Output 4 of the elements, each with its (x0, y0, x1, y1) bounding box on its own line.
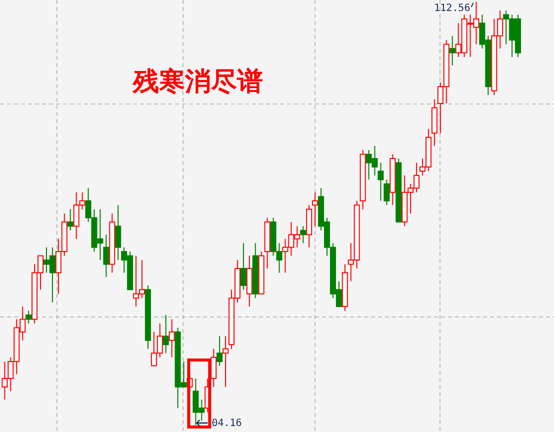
annotation: 112.56 (434, 2, 474, 14)
title: 残寒消尽谱 (133, 67, 263, 97)
annotation: 04.16 (212, 418, 242, 429)
annotation: 04.16 (196, 418, 242, 429)
